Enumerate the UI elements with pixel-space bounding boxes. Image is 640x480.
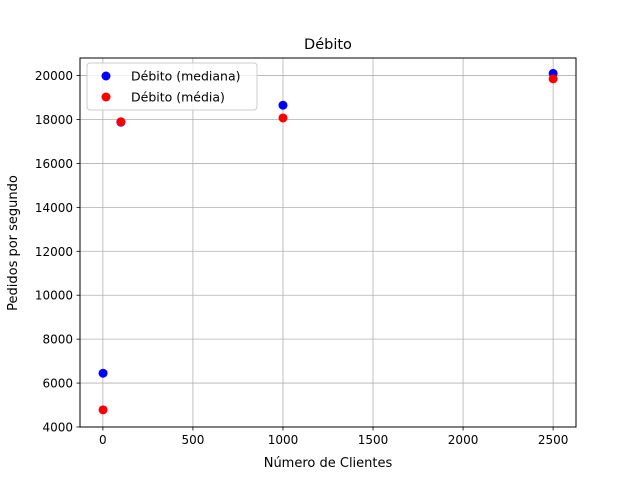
legend-label: Débito (média) — [131, 90, 225, 105]
data-point-series-1 — [278, 100, 288, 110]
chart-title: Débito — [304, 37, 352, 53]
data-point-series-1 — [98, 368, 108, 378]
data-point-series-2 — [116, 117, 126, 127]
y-tick-label: 10000 — [35, 289, 73, 303]
y-tick-label: 14000 — [35, 201, 73, 215]
ticks-layer: 0 500 1000 1500 2000 2500 4000 6000 8000 10000 120… — [35, 69, 569, 447]
x-tick-label: 500 — [181, 433, 204, 447]
y-tick-label: 4000 — [42, 421, 73, 435]
points-layer — [98, 68, 558, 415]
data-point-series-2 — [278, 113, 288, 123]
y-tick-label: 18000 — [35, 113, 73, 127]
y-tick-label: 20000 — [35, 69, 73, 83]
y-tick-label: 8000 — [42, 333, 73, 347]
x-tick-label: 1000 — [268, 433, 299, 447]
legend-box — [86, 62, 258, 111]
legend: Débito (mediana) Débito (média) — [86, 62, 258, 111]
x-tick-label: 2000 — [448, 433, 479, 447]
x-axis-label: Número de Clientes — [264, 456, 393, 471]
data-point-series-2 — [548, 74, 558, 84]
legend-marker — [101, 71, 111, 81]
x-tick-label: 2500 — [538, 433, 569, 447]
y-axis-label: Pedidos por segundo — [6, 175, 21, 311]
x-tick-label: 1500 — [358, 433, 389, 447]
y-tick-label: 12000 — [35, 245, 73, 259]
x-tick-label: 0 — [99, 433, 107, 447]
y-tick-label: 6000 — [42, 377, 73, 391]
legend-marker — [101, 92, 111, 102]
plot-frame — [79, 57, 577, 428]
grid-layer — [80, 58, 576, 428]
data-point-series-2 — [98, 405, 108, 415]
legend-label: Débito (mediana) — [131, 69, 241, 84]
y-tick-label: 16000 — [35, 157, 73, 171]
